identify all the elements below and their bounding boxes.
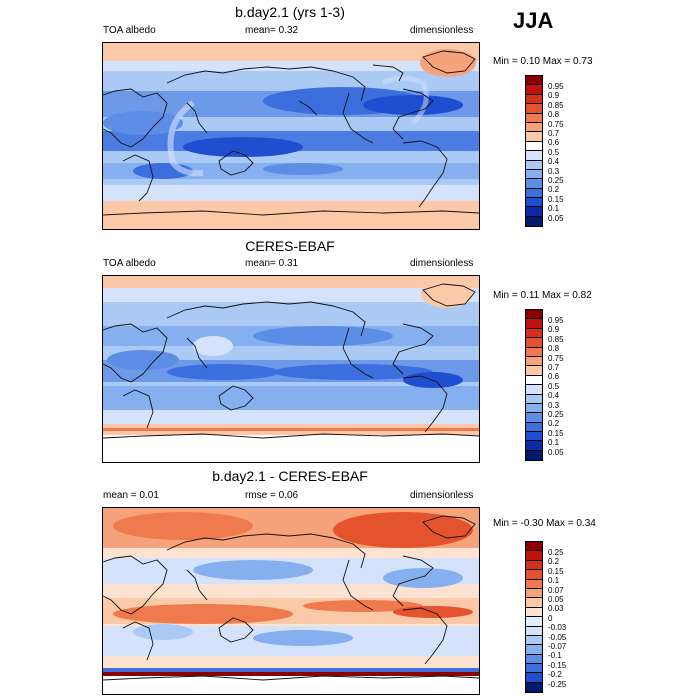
panel-2-tick: 0.25 xyxy=(548,410,564,419)
panel-1-minmax: Min = 0.10 Max = 0.73 xyxy=(493,56,593,67)
panel-2-tick: 0.8 xyxy=(548,344,560,353)
panel-3-units-label: dimensionless xyxy=(410,490,474,501)
panel-2-tick: 0.4 xyxy=(548,391,560,400)
panel-2-units-label: dimensionless xyxy=(410,258,474,269)
panel-3-tick: 0.2 xyxy=(548,557,560,566)
panel-3-title: b.day2.1 - CERES-EBAF xyxy=(212,468,368,484)
panel-1-map xyxy=(102,42,480,230)
panel-3-tick: 0.05 xyxy=(548,595,564,604)
panel-1-tick: 0.75 xyxy=(548,120,564,129)
panel-1-tick: 0.6 xyxy=(548,138,560,147)
panel-1-tick: 0.4 xyxy=(548,157,560,166)
panel-3-map-svg xyxy=(103,508,479,694)
panel-1-tick: 0.5 xyxy=(548,148,560,157)
panel-3-minmax: Min = -0.30 Max = 0.34 xyxy=(493,518,596,529)
panel-3-tick: 0.25 xyxy=(548,548,564,557)
panel-3-tick: -0.25 xyxy=(548,680,567,689)
panel-1-tick: 0.15 xyxy=(548,195,564,204)
panel-2-tick: 0.95 xyxy=(548,316,564,325)
panel-2-map xyxy=(102,275,480,463)
panel-2-tick: 0.75 xyxy=(548,354,564,363)
panel-2-colorbar xyxy=(525,309,543,461)
panel-1-tick: 0.25 xyxy=(548,176,564,185)
panel-1-variable-label: TOA albedo xyxy=(103,25,156,36)
panel-1-units-label: dimensionless xyxy=(410,25,474,36)
panel-3-tick: 0 xyxy=(548,614,553,623)
panel-2-tick: 0.05 xyxy=(548,448,564,457)
panel-2-tick: 0.3 xyxy=(548,401,560,410)
panel-3-tick: -0.2 xyxy=(548,670,562,679)
panel-1-mean-label: mean= 0.32 xyxy=(245,25,299,36)
panel-1-tick: 0.2 xyxy=(548,185,560,194)
panel-1-colorbar xyxy=(525,75,543,227)
panel-2-map-svg xyxy=(103,276,479,462)
panel-2-tick: 0.5 xyxy=(548,382,560,391)
panel-2-tick: 0.7 xyxy=(548,363,560,372)
panel-2-tick: 0.1 xyxy=(548,438,560,447)
panel-1-tick: 0.95 xyxy=(548,82,564,91)
panel-3-tick: -0.15 xyxy=(548,661,567,670)
panel-2-tick: 0.85 xyxy=(548,335,564,344)
panel-3-rmse-label: rmse = 0.06 xyxy=(245,490,299,501)
panel-3-map xyxy=(102,507,480,695)
panel-2-title: CERES-EBAF xyxy=(245,238,335,254)
panel-3-tick: -0.03 xyxy=(548,623,567,632)
panel-1-tick: 0.3 xyxy=(548,167,560,176)
panel-1-map-svg xyxy=(103,43,479,229)
panel-2-tick: 0.15 xyxy=(548,429,564,438)
panel-1-tick: 0.05 xyxy=(548,214,564,223)
panel-3-tick: 0.03 xyxy=(548,604,564,613)
panel-3-tick: 0.1 xyxy=(548,576,560,585)
panel-3-mean-label: mean = 0.01 xyxy=(103,490,159,501)
panel-1-title: b.day2.1 (yrs 1-3) xyxy=(235,4,345,20)
panel-3-tick: 0.15 xyxy=(548,567,564,576)
panel-3-tick: -0.1 xyxy=(548,651,562,660)
panel-2-variable-label: TOA albedo xyxy=(103,258,156,269)
season-label: JJA xyxy=(513,8,554,33)
panel-2-tick: 0.2 xyxy=(548,419,560,428)
panel-2-tick: 0.6 xyxy=(548,372,560,381)
panel-2-tick: 0.9 xyxy=(548,325,560,334)
panel-3-tick: -0.07 xyxy=(548,642,567,651)
panel-2-minmax: Min = 0.11 Max = 0.82 xyxy=(493,290,592,301)
panel-1-tick: 0.85 xyxy=(548,101,564,110)
panel-1-tick: 0.1 xyxy=(548,204,560,213)
panel-3-colorbar xyxy=(525,541,543,693)
panel-1-tick: 0.9 xyxy=(548,91,560,100)
panel-3-tick: 0.07 xyxy=(548,586,564,595)
panel-1-tick: 0.8 xyxy=(548,110,560,119)
panel-1-tick: 0.7 xyxy=(548,129,560,138)
panel-2-mean-label: mean= 0.31 xyxy=(245,258,299,269)
panel-3-tick: -0.05 xyxy=(548,633,567,642)
